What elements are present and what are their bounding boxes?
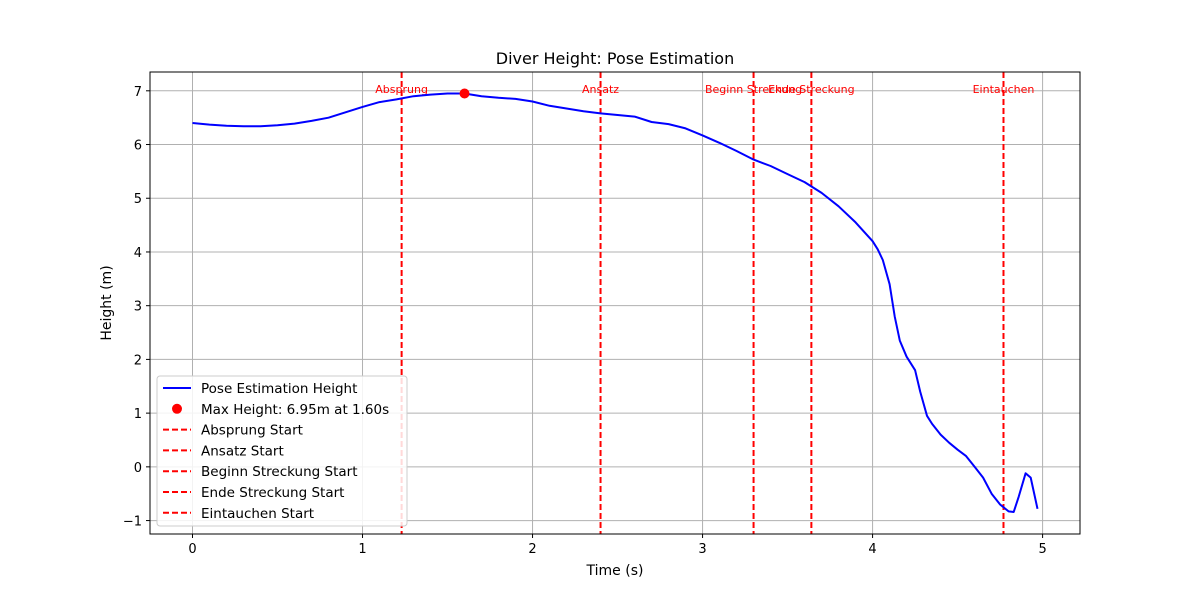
legend-swatch-dot (172, 403, 182, 414)
legend-label: Absprung Start (201, 423, 303, 439)
legend-label: Eintauchen Start (201, 506, 314, 522)
chart-title: Diver Height: Pose Estimation (496, 49, 734, 68)
y-tick-label: −1 (123, 515, 142, 530)
x-axis-label: Time (s) (586, 563, 644, 579)
max-height-point (459, 88, 470, 99)
legend-label: Beginn Streckung Start (201, 464, 358, 480)
event-label: Absprung (375, 83, 428, 96)
event-label: Eintauchen (973, 83, 1035, 96)
y-tick-label: 4 (134, 246, 142, 261)
event-label: Ende Streckung (768, 83, 855, 96)
series-layer (192, 88, 1039, 513)
legend-label: Max Height: 6.95m at 1.60s (201, 402, 389, 418)
legend: Pose Estimation Height Max Height: 6.95m … (156, 375, 408, 527)
x-tick-label: 5 (1038, 542, 1046, 557)
y-tick-label: 0 (134, 461, 142, 476)
height-series-line (192, 92, 1039, 513)
event-label: Beginn Streckung (705, 83, 802, 96)
x-tick-label: 1 (358, 542, 366, 557)
y-tick-label: 3 (134, 300, 142, 315)
legend-label: Pose Estimation Height (201, 381, 357, 397)
x-tick-label: 3 (698, 542, 706, 557)
legend-box (156, 375, 408, 527)
y-tick-label: 2 (134, 353, 142, 368)
grid-layer (150, 72, 1080, 534)
legend-label: Ansatz Start (201, 443, 284, 459)
y-tick-label: 6 (134, 139, 142, 154)
y-axis-label: Height (m) (99, 265, 115, 340)
y-tick-label: 7 (134, 85, 142, 100)
x-tick-label: 4 (868, 542, 876, 557)
axis-ticks: 0 1 2 3 4 5 −1 0 1 2 3 4 5 6 7 (123, 85, 1047, 557)
x-tick-label: 2 (528, 542, 536, 557)
plot-frame (149, 71, 1081, 535)
y-tick-label: 5 (134, 192, 142, 207)
x-tick-label: 0 (188, 542, 196, 557)
legend-label: Ende Streckung Start (201, 485, 344, 501)
event-label: Ansatz (582, 83, 619, 96)
y-tick-label: 1 (134, 407, 142, 422)
